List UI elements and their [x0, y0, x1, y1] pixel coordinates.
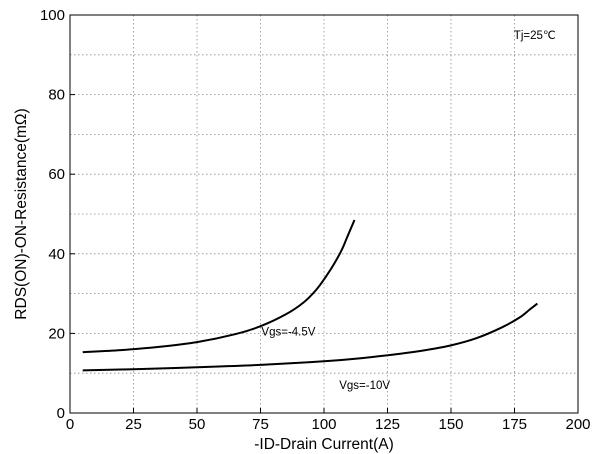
x-tick-label: 0	[66, 416, 74, 433]
series	[82, 219, 538, 372]
annotation-label: Vgs=-10V	[339, 380, 390, 392]
y-tick-label: 100	[40, 7, 65, 24]
x-tick-label: 150	[438, 416, 463, 433]
grid	[70, 15, 578, 413]
x-tick-label: 75	[252, 416, 269, 433]
y-tick-label: 40	[48, 246, 65, 263]
x-tick-label: 200	[565, 416, 590, 433]
axis-ticks: 0 25 50 75 100 125 150 175 200 0 20 40 60 80 100	[40, 7, 591, 433]
x-tick-label: 175	[502, 416, 527, 433]
annotation-label: Tj=25℃	[514, 30, 556, 42]
annotations: Tj=25℃ Vgs=-4.5V Vgs=-10V	[261, 30, 555, 392]
x-tick-label: 50	[189, 416, 206, 433]
y-axis-label: RDS(ON)-ON-Resistance(mΩ)	[13, 108, 30, 319]
series-line	[82, 302, 538, 372]
y-tick-label: 0	[57, 405, 65, 422]
y-tick-label: 60	[48, 166, 65, 183]
y-tick-label: 80	[48, 87, 65, 104]
x-tick-label: 25	[125, 416, 142, 433]
x-tick-label: 125	[375, 416, 400, 433]
series-line	[82, 219, 356, 354]
annotation-label: Vgs=-4.5V	[261, 326, 315, 338]
x-axis-label: -ID-Drain Current(A)	[254, 436, 394, 453]
y-tick-label: 20	[48, 325, 65, 342]
x-tick-label: 100	[311, 416, 336, 433]
